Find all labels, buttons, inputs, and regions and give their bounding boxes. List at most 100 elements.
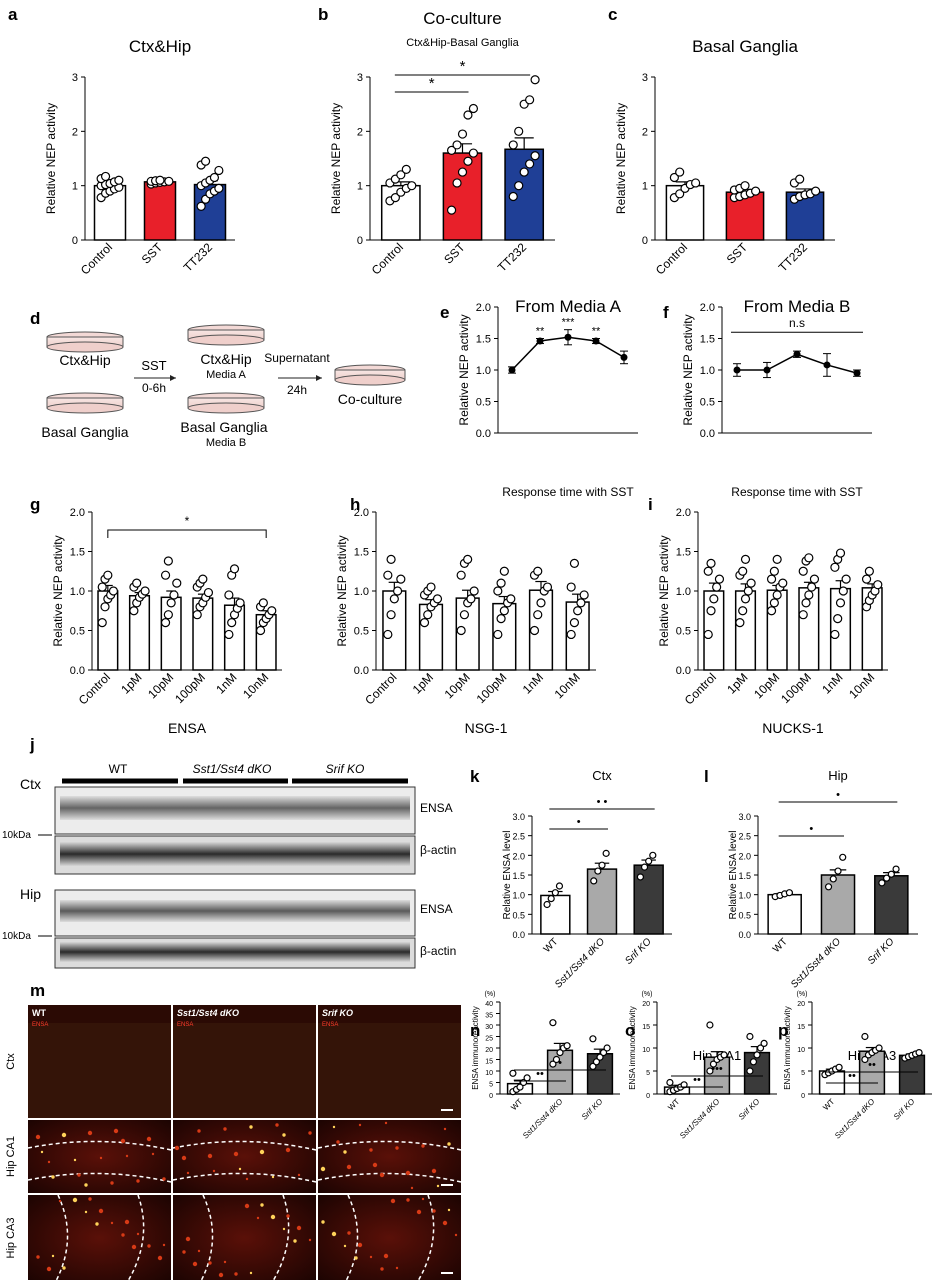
y-tick-label-i: 1.5: [676, 547, 691, 559]
data-point-b: [446, 205, 457, 215]
category-label-h: 10pM: [442, 670, 473, 701]
data-point-c: [669, 172, 679, 183]
data-point-n: [549, 1019, 557, 1027]
label-media-a: Media A: [206, 369, 246, 381]
data-point-k: [590, 877, 598, 885]
data-point-i: [835, 598, 846, 608]
micro-punctum: [110, 1221, 114, 1225]
y-tick-label-h: 1.5: [354, 547, 369, 559]
y-tick-label-e: 1.0: [476, 365, 491, 377]
schematic-d: Ctx&Hip Basal Ganglia SST 0-6h Ctx&Hip M…: [41, 324, 406, 449]
micro-punctum: [121, 1233, 125, 1237]
data-point-o: [753, 1051, 761, 1059]
y-tick-label-n: 30: [485, 1024, 493, 1031]
micro-punctum: [84, 1183, 88, 1187]
micro-cortex-layer: [318, 1023, 461, 1118]
micro-punctum: [321, 1220, 325, 1224]
label-bg: Basal Ganglia: [41, 424, 128, 440]
label-media-b: Media B: [206, 437, 246, 449]
data-point-g: [97, 617, 107, 628]
y-tick-label-g: 0.5: [70, 626, 85, 638]
micro-punctum: [51, 1175, 55, 1179]
panel-label-l: l: [704, 767, 709, 786]
micro-punctum: [244, 1203, 250, 1209]
data-point-a: [155, 175, 165, 185]
micro-punctum: [285, 1147, 291, 1153]
chart-e: 0.0 0.5 1.0 1.5 2.0 Relative NEP activity From…: [457, 297, 638, 499]
data-point-a: [114, 175, 124, 185]
data-point-k: [649, 851, 657, 859]
data-point-f: [793, 350, 801, 358]
micro-boundary: [127, 1194, 145, 1280]
y-tick-label-k: 0.5: [512, 910, 525, 920]
sig-label-k: • •: [597, 796, 608, 808]
y-tick-label-f: 0.0: [700, 428, 715, 440]
micro-tile: [28, 1120, 171, 1193]
category-label-l: WT: [771, 936, 790, 955]
micro-punctum: [147, 1244, 151, 1248]
y-tick-label-h: 0.5: [354, 626, 369, 638]
blot-ctx-actin-label: β-actin: [420, 843, 456, 857]
micro-punctum: [271, 1175, 275, 1179]
data-point-h: [569, 558, 580, 568]
data-point-h: [529, 625, 540, 636]
category-label-o: WT: [666, 1097, 681, 1112]
y-axis-label-o: ENSA immunoreactivity: [628, 1006, 637, 1090]
data-point-b: [390, 193, 400, 203]
data-point-h: [419, 617, 430, 628]
y-tick-label-l: 0.5: [738, 910, 751, 920]
micro-punctum: [357, 1242, 363, 1248]
data-point-h: [459, 610, 470, 620]
micro-punctum: [146, 1136, 152, 1142]
micro-punctum: [72, 1197, 78, 1203]
category-label-g: 1nM: [213, 670, 239, 696]
category-label-h: 1nM: [520, 670, 546, 696]
data-point-l: [883, 874, 891, 882]
y-unit-o: (%): [642, 991, 653, 998]
micro-punctum: [346, 1164, 352, 1170]
data-point-g: [224, 629, 234, 640]
data-point-o: [756, 1044, 765, 1052]
micro-tile: [318, 1120, 461, 1193]
y-tick-label-e: 2.0: [476, 302, 491, 314]
data-point-h: [386, 554, 396, 565]
data-point-h: [499, 606, 509, 616]
data-point-b: [508, 140, 518, 150]
micro-punctum: [77, 1173, 81, 1177]
label-ctxhip2: Ctx&Hip: [200, 351, 252, 367]
data-point-g: [267, 606, 277, 616]
sig-label-l: •: [836, 789, 840, 801]
category-label-a: TT232: [181, 240, 216, 275]
data-point-h: [569, 617, 580, 628]
y-axis-label-h: Relative NEP activity: [335, 535, 349, 646]
micro-punctum: [125, 1154, 129, 1158]
y-tick-label-c: 1: [642, 181, 648, 193]
data-point-h: [392, 586, 403, 596]
dish-coculture: [334, 364, 406, 386]
micro-punctum: [369, 1148, 373, 1152]
data-point-g: [169, 590, 179, 600]
data-point-h: [396, 574, 406, 584]
data-point-g: [97, 582, 107, 592]
data-point-i: [740, 554, 751, 565]
data-point-i: [778, 578, 788, 588]
dish-media-a: [187, 324, 265, 346]
chart-title-c: Basal Ganglia: [692, 37, 798, 56]
y-tick-label-k: 0.0: [512, 930, 525, 940]
chart-i: 0.0 0.5 1.0 1.5 2.0 Relative NEP activity NUCK…: [657, 507, 888, 736]
x-axis-label-i: NUCKS-1: [762, 720, 824, 736]
micro-punctum: [218, 1272, 224, 1278]
data-point-g: [160, 570, 171, 580]
panel-label-m: m: [30, 981, 45, 1000]
micro-punctum: [347, 1231, 351, 1235]
micro-punctum: [343, 1150, 347, 1154]
data-point-e: [536, 337, 544, 345]
data-point-i: [804, 553, 814, 563]
data-point-g: [166, 598, 176, 608]
data-point-n: [596, 1053, 604, 1061]
dish-bg: [46, 392, 124, 414]
y-axis-label-g: Relative NEP activity: [51, 535, 65, 646]
bar-o-2: [743, 1051, 771, 1095]
micro-boundary: [172, 1140, 317, 1151]
